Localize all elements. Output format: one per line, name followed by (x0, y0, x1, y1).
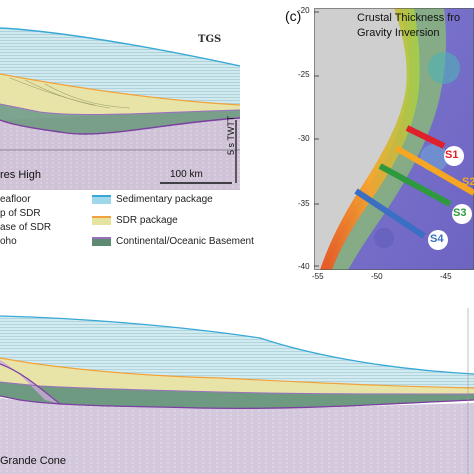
lat-tick-label: -30 (298, 134, 310, 143)
profile-label-s2: S2 (462, 176, 474, 188)
legend-left-item: ase of SDR (0, 222, 52, 233)
legend: eafloor p of SDR ase of SDR oho Sediment… (0, 192, 270, 272)
legend-left-item: oho (0, 236, 17, 247)
twtt-label: 5 s TWTT (226, 115, 236, 155)
legend-swatch-sdr (92, 216, 111, 225)
legend-swatch-sedimentary (92, 195, 111, 204)
profile-label-s3: S3 (453, 207, 467, 219)
legend-right-item: Continental/Oceanic Basement (116, 236, 254, 247)
location-label-bottom: Grande Cone (0, 455, 67, 467)
profile-marker-s1 (444, 146, 464, 166)
lat-tick-label: -25 (298, 70, 310, 79)
profile-label-s1: S1 (445, 149, 459, 161)
profile-marker-s4 (428, 230, 448, 250)
legend-right-item: Sedimentary package (116, 194, 213, 205)
profile-line-s2 (394, 145, 474, 196)
lat-tick-label: -20 (298, 6, 310, 15)
crustal-thickness-map (314, 8, 474, 270)
profile-line-s3 (378, 163, 452, 207)
map-title-line2: Gravity Inversion (357, 27, 440, 39)
lon-tick-label: -55 (312, 272, 324, 281)
scale-bar-label: 100 km (170, 169, 203, 180)
legend-left-item: p of SDR (0, 208, 41, 219)
profile-label-s4: S4 (430, 233, 444, 245)
lat-tick-label: -40 (298, 262, 310, 271)
legend-right-item: SDR package (116, 215, 178, 226)
seismic-panel-top (0, 0, 240, 190)
tgs-logo: TGS (198, 34, 222, 45)
profile-line-s1 (405, 125, 446, 149)
profile-line-s4 (354, 188, 426, 239)
location-label-top: res High (0, 169, 41, 181)
panel-letter: (c) (285, 8, 302, 24)
lon-tick-label: -50 (371, 272, 383, 281)
lat-tick-label: -35 (298, 199, 310, 208)
map-title-line1: Crustal Thickness fro (357, 12, 461, 24)
legend-left-item: eafloor (0, 194, 31, 205)
profile-marker-s3 (452, 204, 472, 224)
legend-swatch-basement (92, 237, 111, 246)
seismic-panel-bottom (0, 308, 474, 474)
lon-tick-label: -45 (440, 272, 452, 281)
